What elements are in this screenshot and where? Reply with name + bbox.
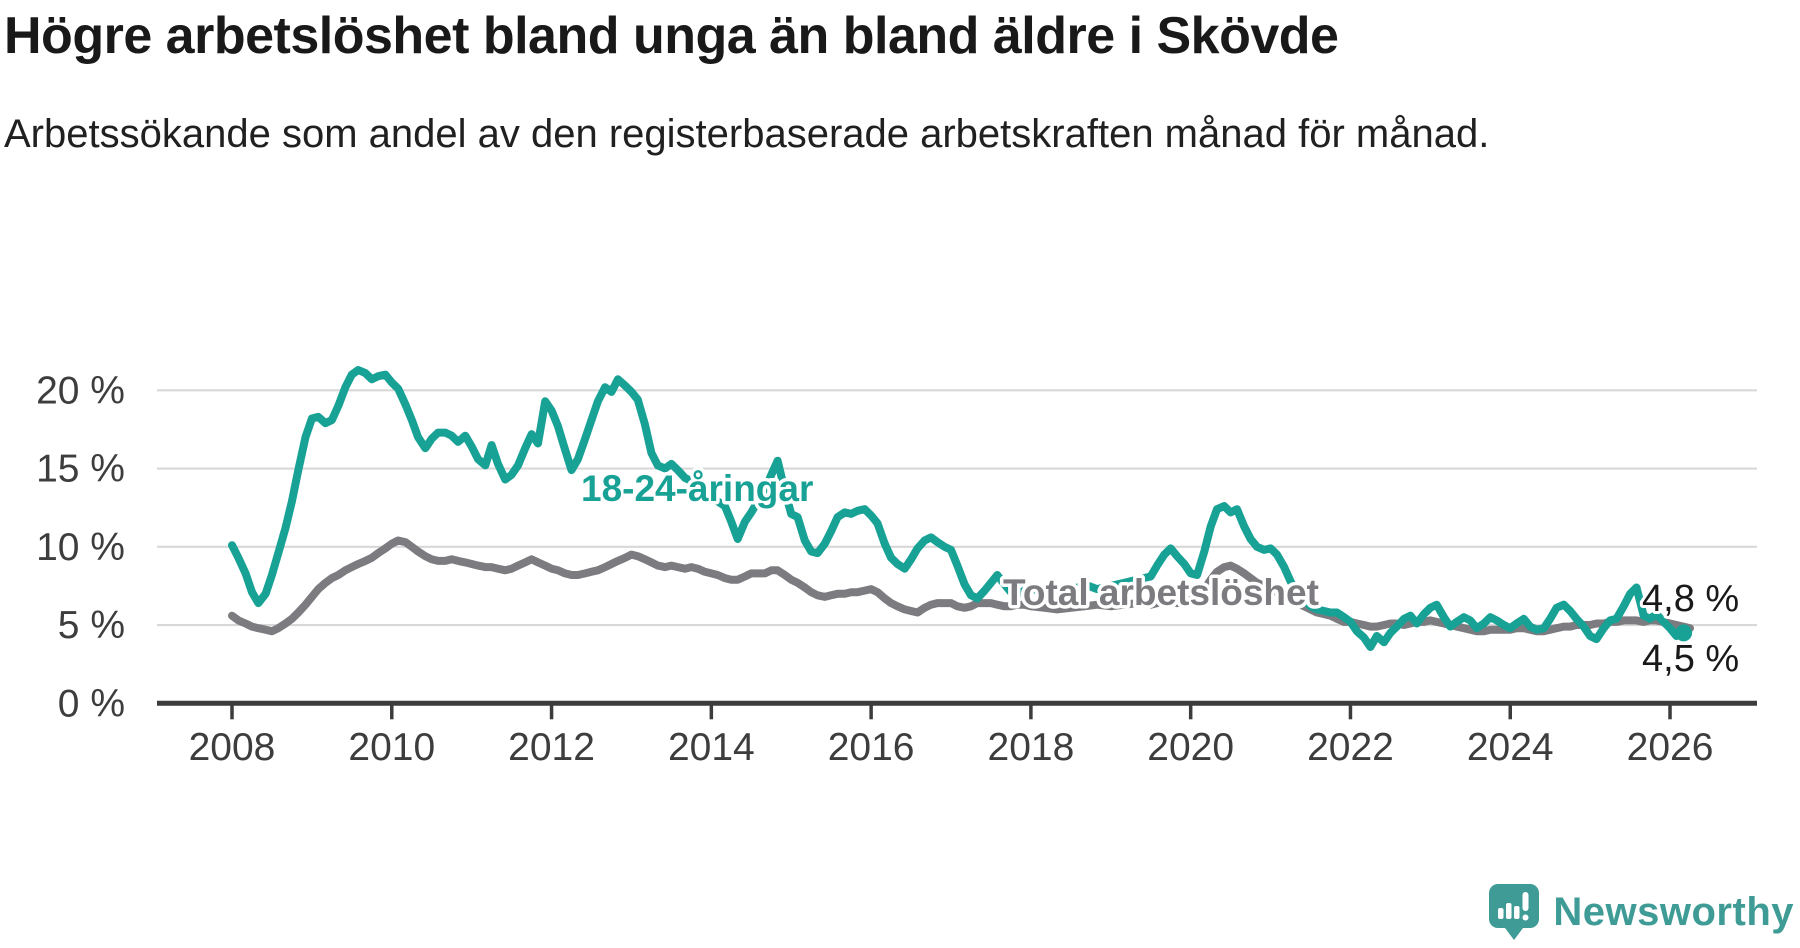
total-series-label: Total arbetslöshet — [1003, 572, 1319, 613]
x-tick-label: 2012 — [508, 726, 595, 769]
newsworthy-logo-icon — [1489, 884, 1540, 940]
chart-subtitle: Arbetssökande som andel av den registerb… — [4, 112, 1490, 156]
y-tick-label: 5 % — [58, 604, 125, 647]
page-title: Högre arbetslöshet bland unga än bland ä… — [4, 7, 1339, 65]
x-tick-label: 2018 — [988, 726, 1075, 769]
x-tick-label: 2014 — [668, 726, 755, 769]
x-tick-label: 2022 — [1307, 726, 1394, 769]
newsworthy-logo: Newsworthy — [1489, 884, 1794, 940]
total-end-value-label: 4,8 % — [1642, 578, 1739, 620]
y-tick-label: 15 % — [36, 448, 125, 491]
annotation-layer: 18-24-åringar Total arbetslöshet 4,8 % 4… — [578, 465, 1743, 684]
x-tick-label: 2020 — [1147, 726, 1234, 769]
y-tick-label: 20 % — [36, 369, 125, 412]
y-tick-label: 0 % — [58, 682, 125, 725]
x-tick-label: 2024 — [1467, 726, 1554, 769]
series-layer — [228, 366, 1694, 651]
youth-line — [228, 366, 1688, 651]
youth-series-label: 18-24-åringar — [581, 468, 813, 509]
youth-end-value-label: 4,5 % — [1642, 638, 1739, 680]
x-tick-label: 2026 — [1627, 726, 1714, 769]
youth-line-end-dot — [1675, 624, 1693, 642]
newsworthy-logo-text: Newsworthy — [1553, 889, 1794, 934]
axis-layer: 2008 2010 2012 2014 2016 2018 2020 2022 2024 2026 — [157, 700, 1757, 769]
x-tick-label: 2008 — [189, 726, 276, 769]
x-tick-label: 2010 — [348, 726, 435, 769]
x-tick-label: 2016 — [828, 726, 915, 769]
gridlines-layer: 20 % 15 % 10 % 5 % 0 % — [36, 369, 1757, 725]
y-tick-label: 10 % — [36, 526, 125, 569]
